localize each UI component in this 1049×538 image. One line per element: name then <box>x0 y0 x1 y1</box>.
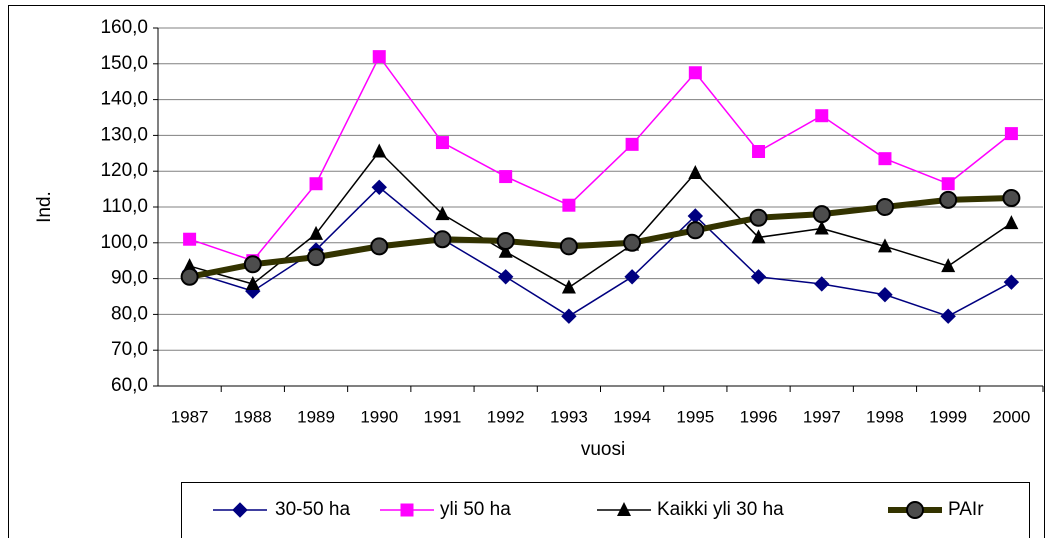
marker <box>752 145 766 159</box>
marker <box>617 502 631 516</box>
marker <box>372 143 387 158</box>
legend-label: yli 50 ha <box>440 499 511 520</box>
marker <box>562 198 576 212</box>
x-tick-label: 1993 <box>550 407 588 426</box>
marker <box>688 164 703 179</box>
series-line <box>189 195 1012 280</box>
series-line <box>189 55 1012 262</box>
marker <box>309 225 324 240</box>
marker <box>400 503 414 517</box>
marker <box>814 220 829 235</box>
marker <box>435 206 450 221</box>
marker <box>1004 215 1019 230</box>
marker <box>499 170 513 184</box>
series-line <box>189 186 1012 317</box>
x-tick-label: 1996 <box>740 407 778 426</box>
marker <box>749 208 768 227</box>
marker <box>1002 189 1021 208</box>
x-axis-label: vuosi <box>581 439 625 460</box>
x-tick-label: 1991 <box>424 407 462 426</box>
marker <box>435 136 449 150</box>
marker <box>497 269 514 285</box>
marker <box>941 258 956 273</box>
marker <box>939 190 958 209</box>
x-tick-label: 1994 <box>613 407 651 426</box>
marker <box>877 238 892 253</box>
marker <box>307 248 326 267</box>
y-axis-label: Ind. <box>34 191 55 223</box>
marker <box>814 276 830 292</box>
y-tick-label: 140,0 <box>100 89 148 110</box>
x-tick-label: 1990 <box>360 407 398 426</box>
marker <box>940 308 956 324</box>
marker <box>180 267 199 286</box>
marker <box>941 177 955 191</box>
legend-label: 30-50 ha <box>275 499 350 520</box>
series-line <box>189 150 1012 289</box>
marker <box>561 279 576 294</box>
y-tick-label: 70,0 <box>111 339 148 360</box>
marker <box>878 152 892 166</box>
marker <box>433 230 452 249</box>
marker <box>623 233 642 252</box>
marker <box>243 255 262 274</box>
marker <box>751 229 766 244</box>
marker <box>875 198 894 216</box>
y-tick-label: 110,0 <box>102 196 148 217</box>
x-tick-label: 1999 <box>929 407 967 426</box>
marker <box>498 243 513 258</box>
marker <box>183 232 197 246</box>
marker <box>372 50 386 64</box>
y-tick-label: 150,0 <box>100 53 148 74</box>
marker <box>245 275 260 290</box>
marker <box>625 137 639 151</box>
x-tick-label: 2000 <box>992 407 1030 426</box>
marker <box>1004 127 1018 141</box>
x-tick-label: 1998 <box>866 407 904 426</box>
y-tick-label: 160,0 <box>100 17 148 38</box>
x-tick-label: 1997 <box>803 407 841 426</box>
y-tick-label: 60,0 <box>111 375 148 396</box>
marker <box>1003 274 1020 290</box>
y-tick-label: 130,0 <box>100 124 148 145</box>
marker <box>559 237 578 256</box>
x-tick-label: 1988 <box>234 407 272 426</box>
marker <box>812 205 831 224</box>
chart-frame <box>8 5 1045 538</box>
y-tick-label: 90,0 <box>111 268 148 289</box>
marker <box>877 287 893 303</box>
marker <box>906 501 924 519</box>
marker <box>496 232 515 251</box>
y-tick-label: 80,0 <box>111 303 148 324</box>
x-tick-label: 1995 <box>676 407 714 426</box>
marker <box>688 66 702 80</box>
marker <box>370 237 389 256</box>
y-tick-label: 100,0 <box>100 232 148 253</box>
marker <box>371 179 387 196</box>
marker <box>232 502 248 518</box>
marker <box>750 269 767 285</box>
x-tick-label: 1987 <box>171 407 209 426</box>
y-tick-label: 120,0 <box>100 160 148 181</box>
x-tick-label: 1989 <box>297 407 335 426</box>
legend-label: PAIr <box>948 499 984 520</box>
marker <box>815 109 829 123</box>
marker <box>624 269 640 285</box>
marker <box>309 177 323 191</box>
marker <box>686 221 705 240</box>
legend-label: Kaikki yli 30 ha <box>657 499 784 520</box>
marker <box>561 308 577 324</box>
x-tick-label: 1992 <box>487 407 525 426</box>
